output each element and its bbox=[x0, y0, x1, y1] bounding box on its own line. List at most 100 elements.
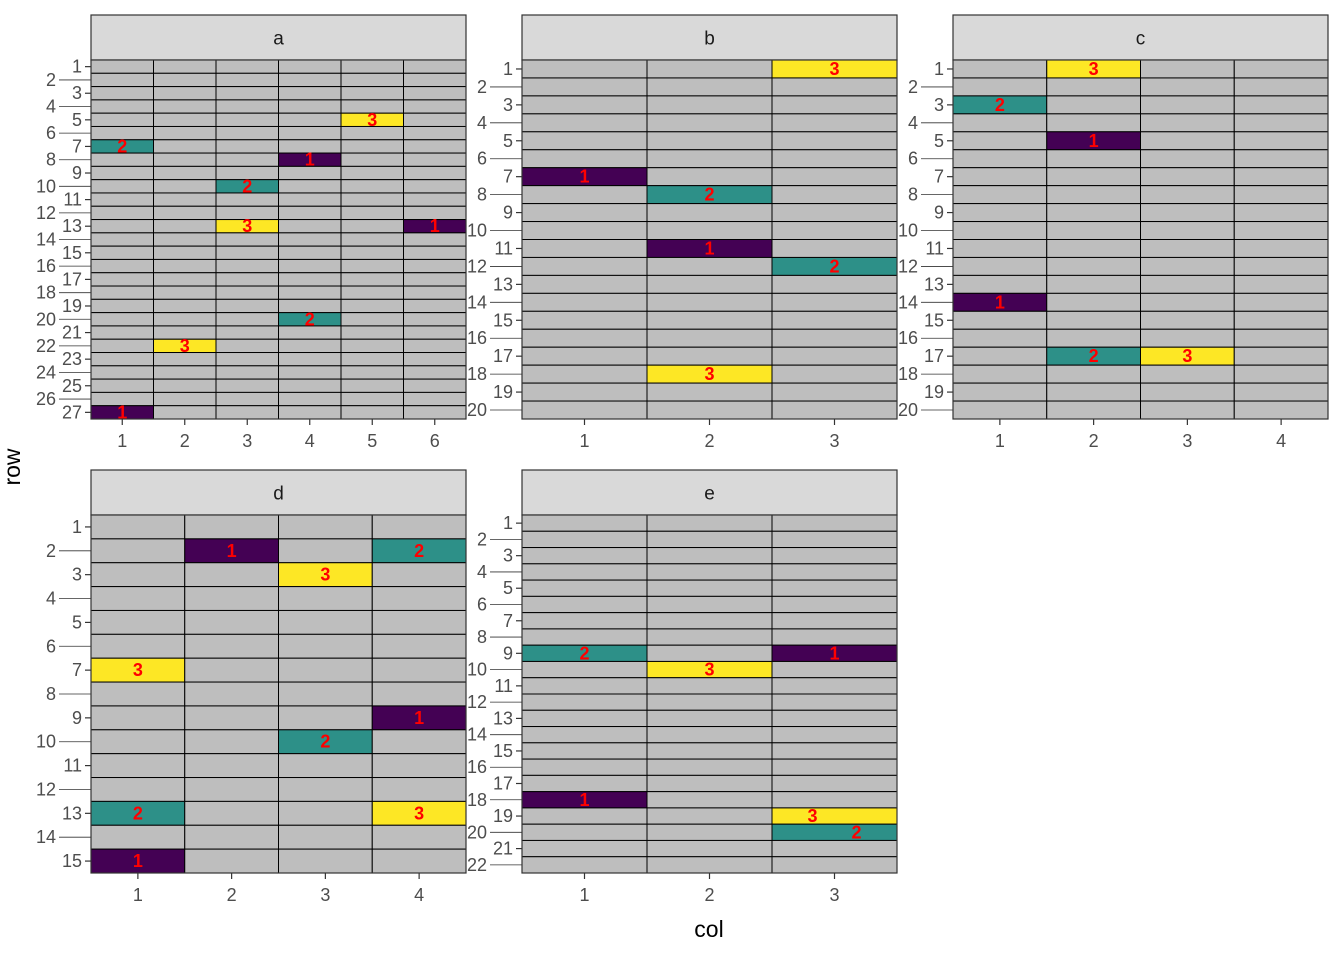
strip-label: e bbox=[704, 484, 715, 505]
y-tick-label: 18 bbox=[36, 283, 56, 303]
tile-empty bbox=[771, 774, 898, 793]
tile-label: 3 bbox=[367, 110, 377, 130]
tile-empty bbox=[771, 239, 898, 258]
y-tick-label: 12 bbox=[36, 779, 56, 799]
y-tick-label: 13 bbox=[493, 708, 513, 728]
tile-empty bbox=[952, 346, 1048, 366]
y-tick-label: 23 bbox=[62, 349, 82, 369]
tile-empty bbox=[1140, 292, 1235, 312]
y-tick-label: 10 bbox=[467, 221, 487, 241]
y-tick-label: 15 bbox=[62, 851, 82, 871]
x-tick-label: 4 bbox=[1276, 431, 1286, 451]
tile-empty bbox=[403, 99, 467, 114]
tile-empty bbox=[278, 633, 373, 659]
tile-empty bbox=[90, 586, 186, 611]
tile-empty bbox=[90, 378, 154, 393]
tile-empty bbox=[153, 192, 217, 207]
tile-empty bbox=[1140, 167, 1235, 187]
tile-empty bbox=[184, 609, 279, 635]
tile-value-2 bbox=[771, 823, 898, 841]
y-tick-label: 11 bbox=[925, 238, 944, 258]
tile-empty bbox=[371, 657, 467, 683]
tile-empty bbox=[521, 547, 648, 565]
tile-empty bbox=[90, 272, 154, 287]
tile-empty bbox=[215, 99, 279, 114]
tile-empty bbox=[771, 839, 898, 858]
tile-empty bbox=[340, 192, 404, 207]
y-tick-label: 1 bbox=[503, 513, 513, 533]
y-tick-label: 7 bbox=[503, 167, 513, 187]
strip-label: b bbox=[704, 29, 715, 50]
tile-empty bbox=[184, 705, 279, 731]
y-tick-label: 15 bbox=[493, 741, 513, 761]
tile-empty bbox=[521, 709, 648, 728]
tile-empty bbox=[340, 258, 404, 274]
tile-empty bbox=[521, 364, 648, 384]
tile-empty bbox=[153, 72, 217, 88]
tile-empty bbox=[646, 547, 773, 565]
tile-empty bbox=[403, 86, 467, 101]
tile-empty bbox=[215, 245, 279, 260]
tile-empty bbox=[521, 382, 648, 402]
tile-empty bbox=[1046, 221, 1141, 241]
tile-empty bbox=[521, 563, 648, 581]
x-tick-label: 3 bbox=[1182, 431, 1192, 451]
tile-empty bbox=[952, 113, 1048, 133]
tile-empty bbox=[771, 185, 898, 205]
tile-empty bbox=[184, 657, 279, 683]
y-tick-label: 13 bbox=[62, 803, 82, 823]
tile-empty bbox=[340, 365, 404, 380]
tile-empty bbox=[340, 352, 404, 367]
y-axis-title: row bbox=[0, 448, 25, 485]
tile-empty bbox=[521, 310, 648, 330]
y-tick-label: 19 bbox=[493, 382, 513, 402]
tile-empty bbox=[278, 586, 373, 611]
y-tick-label: 25 bbox=[62, 376, 82, 396]
tile-empty bbox=[771, 579, 898, 597]
tile-empty bbox=[184, 753, 279, 779]
tile-empty bbox=[1140, 149, 1235, 169]
tile-empty bbox=[215, 258, 279, 274]
tile-empty bbox=[952, 400, 1048, 420]
tile-empty bbox=[646, 77, 773, 97]
tile-empty bbox=[215, 312, 279, 327]
tile-empty bbox=[771, 292, 898, 312]
y-tick-label: 9 bbox=[72, 163, 82, 183]
y-tick-label: 10 bbox=[467, 660, 487, 680]
tile-empty bbox=[521, 185, 648, 205]
tile-empty bbox=[340, 285, 404, 300]
tile-empty bbox=[403, 338, 467, 354]
tile-empty bbox=[1140, 185, 1235, 205]
y-tick-label: 9 bbox=[72, 708, 82, 728]
tile-empty bbox=[184, 777, 279, 802]
tile-empty bbox=[215, 152, 279, 167]
tile-empty bbox=[1233, 382, 1329, 402]
tile-empty bbox=[646, 382, 773, 402]
tile-empty bbox=[340, 59, 404, 74]
tile-label: 3 bbox=[180, 336, 190, 356]
tile-empty bbox=[371, 681, 467, 707]
tile-empty bbox=[952, 149, 1048, 169]
y-tick-label: 1 bbox=[503, 59, 513, 79]
y-tick-label: 22 bbox=[36, 336, 56, 356]
y-tick-label: 5 bbox=[503, 131, 513, 151]
y-tick-label: 8 bbox=[908, 185, 918, 205]
y-tick-label: 1 bbox=[72, 517, 82, 537]
tile-empty bbox=[1046, 95, 1141, 115]
tile-empty bbox=[771, 364, 898, 384]
tile-label: 2 bbox=[414, 541, 424, 561]
tile-label: 1 bbox=[305, 150, 315, 170]
tile-label: 1 bbox=[704, 238, 714, 258]
tile-empty bbox=[403, 352, 467, 367]
tile-empty bbox=[1046, 239, 1141, 258]
tile-empty bbox=[153, 365, 217, 380]
tile-empty bbox=[521, 131, 648, 151]
tile-empty bbox=[521, 579, 648, 597]
tile-empty bbox=[646, 693, 773, 711]
tile-empty bbox=[646, 856, 773, 874]
tile-empty bbox=[1233, 185, 1329, 205]
tile-empty bbox=[90, 312, 154, 327]
tile-empty bbox=[1233, 167, 1329, 187]
tile-empty bbox=[771, 131, 898, 151]
